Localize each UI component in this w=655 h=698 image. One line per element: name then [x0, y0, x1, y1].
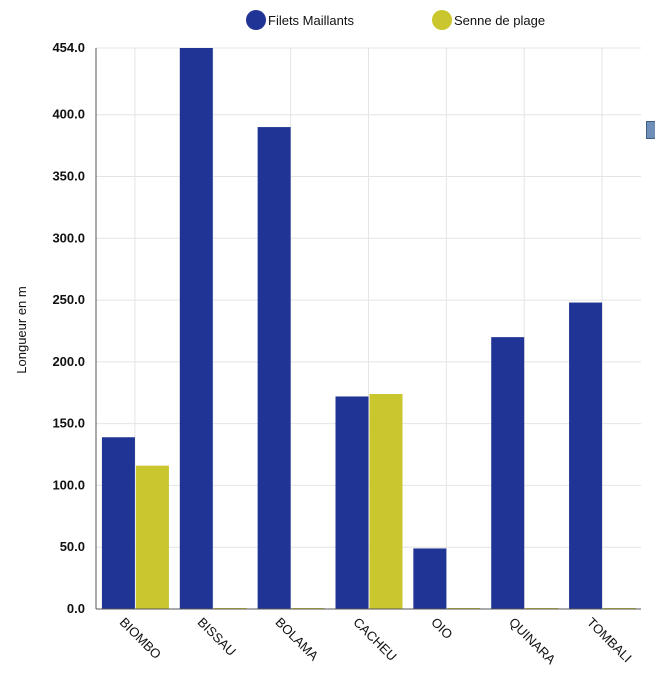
y-tick-label: 100.0: [52, 477, 85, 492]
y-tick-label: 150.0: [52, 416, 85, 431]
side-panel-tab[interactable]: [646, 121, 655, 139]
x-tick-label: BIOMBO: [117, 615, 164, 662]
bar-filets-maillants-cacheu[interactable]: [336, 396, 369, 609]
bar-senne-de-plage-cacheu[interactable]: [370, 394, 403, 609]
y-tick-label: 200.0: [52, 354, 85, 369]
x-tick-label: CACHEU: [350, 615, 399, 664]
legend[interactable]: Filets Maillants Senne de plage: [246, 10, 545, 30]
x-tick-label: QUINARA: [506, 615, 559, 668]
x-tick-label: OIO: [428, 615, 455, 642]
x-tick-label: TOMBALI: [584, 615, 635, 666]
bar-filets-maillants-oio[interactable]: [413, 548, 446, 609]
bar-senne-de-plage-biombo[interactable]: [136, 466, 169, 609]
y-tick-label: 300.0: [52, 230, 85, 245]
legend-label[interactable]: Filets Maillants: [268, 13, 354, 28]
y-tick-labels: 0.0 50.0 100.0 150.0 200.0 250.0 300.0 350.0 400…: [52, 40, 85, 616]
y-tick-label: 0.0: [67, 601, 85, 616]
legend-marker[interactable]: [246, 10, 266, 30]
x-tick-label: BISSAU: [195, 615, 239, 659]
x-tick-labels: BIOMBO BISSAU BOLAMA CACHEU OIO QUINARA TOMBAL…: [117, 615, 635, 668]
legend-marker[interactable]: [432, 10, 452, 30]
y-tick-label: 350.0: [52, 169, 85, 184]
y-tick-label: 250.0: [52, 292, 85, 307]
bar-filets-maillants-biombo[interactable]: [102, 437, 135, 609]
bar-filets-maillants-tombali[interactable]: [569, 303, 602, 609]
x-tick-label: BOLAMA: [273, 615, 322, 664]
bar-filets-maillants-quinara[interactable]: [491, 337, 524, 609]
y-axis-label: Longueur en m: [14, 286, 29, 373]
y-tick-label: 454.0: [52, 40, 85, 55]
y-tick-label: 50.0: [60, 539, 85, 554]
bar-filets-maillants-bolama[interactable]: [258, 127, 291, 609]
bar-filets-maillants-bissau[interactable]: [180, 48, 213, 609]
legend-label[interactable]: Senne de plage: [454, 13, 545, 28]
y-tick-label: 400.0: [52, 107, 85, 122]
